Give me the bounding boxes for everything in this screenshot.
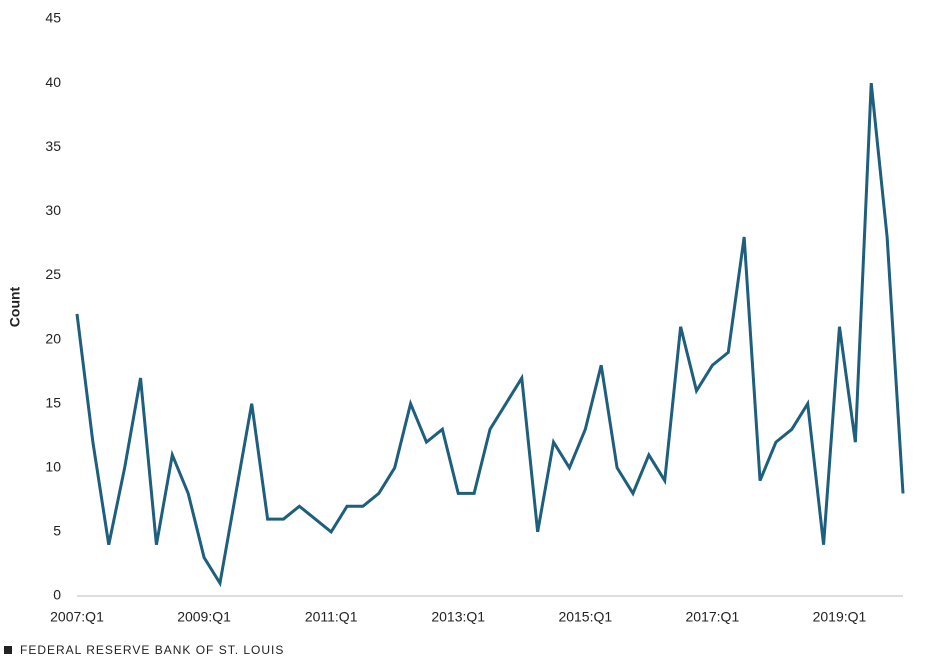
x-tick-label: 2019:Q1 (813, 609, 867, 625)
x-tick-label: 2017:Q1 (686, 609, 740, 625)
y-tick-label: 40 (45, 74, 61, 90)
y-tick-label: 5 (53, 523, 61, 539)
y-tick-label: 20 (45, 330, 61, 346)
y-tick-label: 0 (53, 587, 61, 603)
x-tick-label: 2013:Q1 (431, 609, 485, 625)
y-tick-label: 45 (45, 10, 61, 26)
line (75, 82, 905, 588)
footer-icon (4, 646, 12, 654)
y-tick-label: 15 (45, 394, 61, 410)
y-tick-label: 30 (45, 202, 61, 218)
footer: FEDERAL RESERVE BANK OF ST. LOUIS (20, 643, 284, 657)
x-tick-label: 2011:Q1 (305, 609, 358, 625)
y-tick-label: 10 (45, 458, 61, 474)
x-tick-label: 2015:Q1 (558, 609, 612, 625)
y-tick-label: 35 (45, 138, 61, 154)
y-tick-label: 25 (45, 266, 61, 282)
x-tick-label: 2007:Q1 (50, 609, 104, 625)
x-tick-label: 2009:Q1 (177, 609, 231, 625)
y-axis-label: Count (7, 286, 23, 327)
